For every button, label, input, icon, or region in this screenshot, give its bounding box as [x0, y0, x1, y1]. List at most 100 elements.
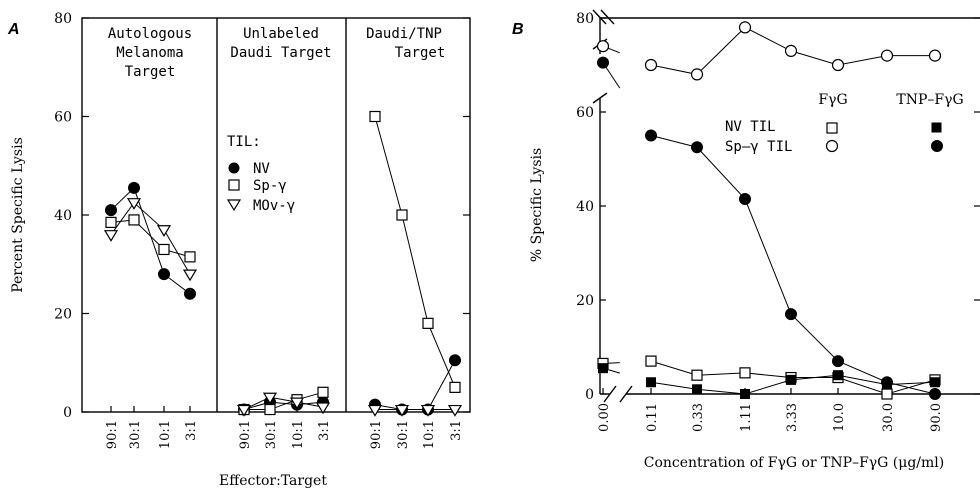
x-tick-label: 10.0: [832, 403, 847, 432]
subplot-2-title-line-2: Daudi Target: [230, 45, 331, 61]
y-tick-label: 80: [576, 11, 594, 27]
data-point: [158, 268, 170, 281]
panel-b-x-axis-label: Concentration of FγG or TNP–FγG (μg/ml): [644, 455, 945, 471]
panel-a-legend: TIL: NV Sp-γ MOv-γ: [226, 134, 295, 214]
series-line: [650, 135, 936, 395]
subplot-3-title-line-2: Target: [395, 45, 446, 61]
data-point: [597, 56, 609, 69]
legend-title: TIL:: [227, 134, 261, 150]
data-point: [646, 377, 656, 388]
legend-nv-label: NV: [253, 161, 270, 177]
data-point: [315, 402, 331, 415]
x-tick-label: 3.33: [785, 403, 800, 432]
legend-sp-marker: [228, 179, 240, 191]
data-point: [598, 363, 608, 374]
data-point: [740, 389, 750, 399]
x-tick-label: 3:1: [317, 420, 332, 441]
data-point: [784, 44, 798, 58]
data-point: [785, 308, 797, 321]
panel-a-x-axis: 90:1 30:1 10:1 3:1 90:1 30:1 10:1 3:1 90:1 30:1 10…: [105, 406, 464, 449]
series-line: [243, 396, 324, 410]
panel-a-x-axis-label: Effector:Target: [219, 473, 327, 489]
data-point: [105, 216, 117, 228]
legend-sp-open-circle: [825, 139, 839, 153]
subplot-2-title-line-1: Unlabeled: [243, 26, 319, 42]
x-tick-label: 90.0: [929, 403, 944, 432]
series-line: [110, 201, 191, 275]
data-point: [880, 49, 894, 62]
y-tick-label: 20: [576, 293, 594, 309]
panel-b-letter: B: [512, 21, 524, 38]
panel-b-axes: [592, 9, 980, 403]
panel-a-series: [103, 110, 463, 417]
data-point: [786, 374, 796, 385]
y-tick-label: 60: [576, 105, 594, 121]
data-point: [447, 404, 463, 417]
x-tick-label: 90:1: [238, 420, 253, 449]
data-point: [367, 404, 383, 417]
panel-b-y-axis-label: % Specific Lysis: [529, 148, 545, 262]
panel-b-series: [596, 21, 942, 400]
legend-sp-filled-circle: [931, 140, 943, 152]
x-tick-label: 30.0: [881, 403, 896, 432]
data-point: [644, 58, 658, 72]
data-point: [103, 230, 119, 242]
data-point: [317, 386, 329, 398]
data-point: [449, 354, 461, 367]
legend-row-nv-til: NV TIL: [725, 119, 776, 135]
data-point: [449, 381, 461, 393]
panel-a-letter: A: [7, 21, 20, 38]
legend-nv-marker: [228, 162, 240, 174]
legend-mov-marker: [226, 199, 242, 212]
y-tick-label: 40: [54, 208, 72, 224]
data-point: [929, 388, 941, 400]
top-break-mark: [600, 9, 615, 25]
data-point: [128, 214, 140, 226]
x-tick-label: 0.33: [691, 403, 706, 432]
y-tick-label: 60: [54, 110, 72, 126]
panel-a-y-axis: 0 20 40 60 80: [54, 11, 470, 421]
y-tick-label: 0: [585, 387, 594, 403]
data-point: [645, 129, 657, 142]
panel-b-y-axis: 0 20 40 60 80: [576, 11, 980, 403]
data-point: [126, 198, 142, 210]
data-point: [832, 355, 844, 368]
subplot-1-title-line-1: Autologous: [108, 26, 192, 42]
x-tick-label: 10:1: [158, 420, 173, 449]
panel-b-legend: FγG TNP–FγG NV TIL Sp–γ TIL: [725, 92, 964, 155]
data-point: [158, 243, 170, 256]
series-line: [374, 360, 456, 411]
x-tick-label: 10:1: [291, 420, 306, 449]
legend-col-fgg: FγG: [818, 92, 847, 108]
data-point: [881, 388, 893, 400]
x-tick-label: 0.00: [597, 403, 612, 432]
data-point: [422, 317, 434, 329]
data-point: [105, 204, 117, 217]
data-point: [420, 404, 436, 417]
x-tick-label: 30:1: [128, 420, 143, 449]
series-line: [244, 391, 324, 411]
data-point: [184, 251, 196, 263]
data-point: [369, 110, 381, 123]
data-point: [156, 225, 172, 237]
data-point: [831, 58, 845, 72]
data-point: [645, 355, 657, 367]
y-tick-label: 0: [63, 405, 72, 421]
data-point: [928, 49, 942, 62]
data-point: [692, 384, 702, 395]
data-point: [184, 287, 196, 300]
data-point: [182, 269, 198, 282]
data-point: [394, 404, 410, 417]
data-point: [690, 68, 704, 81]
data-point: [262, 392, 278, 405]
y-axis-break-mark: [592, 92, 608, 104]
series-line: [243, 401, 324, 411]
data-point: [738, 21, 752, 34]
data-point: [833, 370, 843, 381]
y-tick-label: 40: [576, 199, 594, 215]
x-axis-break-mark: [603, 385, 617, 403]
data-point: [236, 404, 252, 417]
series-line: [110, 219, 191, 258]
x-tick-label: 90:1: [369, 420, 384, 449]
